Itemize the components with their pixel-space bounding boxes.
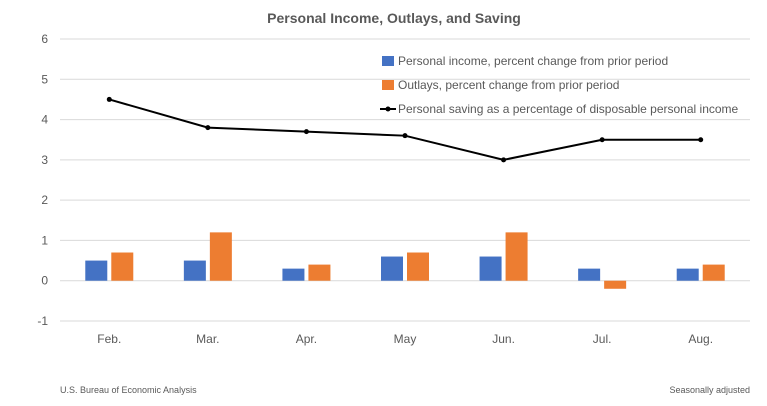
- income-bar: [381, 256, 403, 281]
- legend-label: Personal saving as a percentage of dispo…: [398, 102, 739, 116]
- outlays-bar: [111, 252, 134, 281]
- outlays-bar: [604, 280, 627, 289]
- saving-point: [698, 137, 704, 143]
- x-tick-label: Mar.: [196, 332, 219, 346]
- legend-label: Personal income, percent change from pri…: [398, 54, 668, 68]
- income-bar: [183, 260, 206, 281]
- x-tick-label: May: [394, 332, 417, 346]
- saving-point: [303, 129, 309, 135]
- outlays-bar: [702, 264, 725, 281]
- y-axis: -1 0 1 2 3 4 5 6: [37, 32, 48, 328]
- saving-point: [501, 157, 507, 163]
- outlays-bar: [407, 252, 429, 281]
- x-tick-label: Apr.: [296, 332, 317, 346]
- saving-point: [402, 133, 408, 139]
- source-note: U.S. Bureau of Economic Analysis: [60, 385, 197, 395]
- x-tick-label: Aug.: [688, 332, 713, 346]
- income-bar: [578, 268, 601, 281]
- y-tick-label: 4: [41, 113, 48, 127]
- x-tick-label: Feb.: [97, 332, 121, 346]
- outlays-bar: [505, 232, 528, 281]
- legend-swatch: [382, 80, 394, 90]
- income-bar: [85, 260, 108, 281]
- chart-title: Personal Income, Outlays, and Saving: [267, 10, 521, 26]
- legend-swatch: [382, 56, 394, 66]
- y-tick-label: 3: [41, 153, 48, 167]
- y-tick-label: 2: [41, 193, 48, 207]
- x-tick-label: Jun.: [492, 332, 515, 346]
- y-tick-label: 5: [41, 72, 48, 86]
- x-tick-label: Jul.: [593, 332, 612, 346]
- saving-point: [599, 137, 605, 143]
- legend: Personal income, percent change from pri…: [380, 54, 739, 116]
- income-bar: [282, 268, 305, 281]
- saving-line: [106, 96, 704, 163]
- seasonal-note: Seasonally adjusted: [669, 385, 750, 395]
- outlays-bar: [209, 232, 232, 281]
- income-bar: [676, 268, 699, 281]
- bars: [85, 232, 725, 289]
- legend-label: Outlays, percent change from prior perio…: [398, 78, 619, 92]
- legend-marker: [385, 106, 391, 112]
- income-bar: [479, 256, 502, 281]
- outlays-bar: [308, 264, 331, 281]
- y-tick-label: 0: [41, 274, 48, 288]
- y-tick-label: 6: [41, 32, 48, 46]
- y-tick-label: 1: [41, 233, 48, 247]
- grid: [60, 38, 750, 322]
- saving-point: [106, 96, 112, 102]
- saving-point: [205, 125, 211, 131]
- y-tick-label: -1: [37, 314, 48, 328]
- x-axis: Feb. Mar. Apr. May Jun. Jul. Aug.: [97, 332, 713, 346]
